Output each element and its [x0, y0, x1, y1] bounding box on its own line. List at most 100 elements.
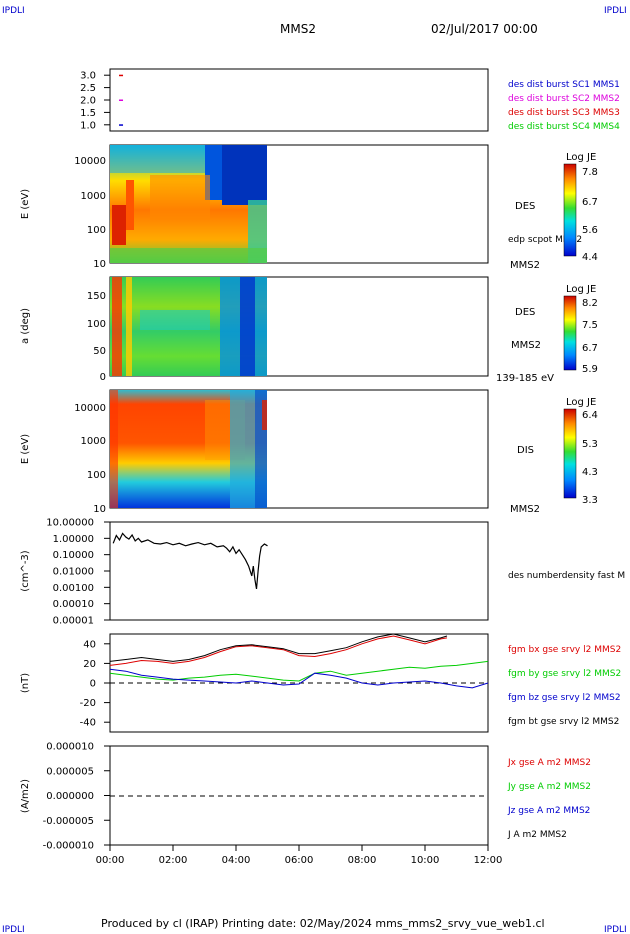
series-line — [112, 532, 268, 590]
colorbar-tick: 5.9 — [582, 364, 598, 375]
y-tick-label: 1.5 — [80, 108, 96, 119]
y-axis-label: (nT) — [20, 673, 31, 693]
y-tick-label: 0.000000 — [46, 791, 94, 802]
legend-entry: Jy gse A m2 MMS2 — [507, 782, 591, 792]
y-tick-label: 10.00000 — [46, 518, 94, 529]
colorbar: Log JE 8.2 7.5 6.7 5.9 — [563, 284, 598, 375]
y-tick-label: 100 — [87, 319, 106, 330]
legend: des dist burst SC1 MMS1 des dist burst SC… — [508, 80, 620, 132]
instrument-label: DES — [515, 307, 535, 318]
legend-entry: des numberdensity fast M — [508, 571, 625, 581]
corner-label-top-right: IPDLI — [604, 6, 627, 16]
y-tick-label: 0.10000 — [53, 550, 94, 561]
y-tick-label: 10 — [93, 259, 106, 270]
x-tick-label: 10:00 — [411, 855, 440, 866]
colorbar-title: Log JE — [566, 397, 596, 408]
legend-entry: Jx gse A m2 MMS2 — [507, 758, 591, 768]
y-tick-label: -0.000010 — [43, 841, 94, 852]
series-lines — [109, 633, 489, 689]
y-tick-label: 2.5 — [80, 83, 96, 94]
panel-dis-energy: 10000 1000 100 10 E (eV) DIS MMS2 Log JE… — [20, 389, 598, 515]
y-tick-label: 100 — [87, 225, 106, 236]
spacecraft-label: MMS2 — [510, 504, 540, 515]
legend-entry: Jz gse A m2 MMS2 — [507, 806, 590, 816]
panel-current: 0.000010 0.000005 0.000000 -0.000005 -0.0000… — [20, 742, 591, 867]
colorbar-tick: 4.4 — [582, 252, 598, 263]
legend-entry: des dist burst SC4 MMS4 — [508, 122, 620, 132]
panel-des-energy: 10000 1000 100 10 E (eV) DES edp scpot M… — [20, 144, 598, 271]
y-tick-label: 150 — [87, 291, 106, 302]
colorbar-title: Log JE — [566, 284, 596, 295]
y-tick-label: 10000 — [74, 403, 106, 414]
x-tick-label: 02:00 — [159, 855, 188, 866]
corner-label-bottom-left: IPDLI — [2, 925, 25, 934]
y-tick-label: 10 — [93, 504, 106, 515]
energy-range-label: 139-185 eV — [496, 373, 554, 384]
x-tick-label: 08:00 — [348, 855, 377, 866]
y-tick-label: 0.00100 — [53, 583, 94, 594]
series-line — [109, 660, 489, 682]
x-tick-label: 04:00 — [222, 855, 251, 866]
legend-entry: fgm by gse srvy l2 MMS2 — [508, 669, 621, 679]
y-tick-label: -0.000005 — [43, 816, 94, 827]
legend-entry: fgm bt gse srvy l2 MMS2 — [508, 717, 619, 727]
y-axis-label: (cm^-3) — [20, 550, 31, 591]
y-tick-label: 0.000005 — [46, 766, 94, 777]
x-ticks: 00:00 02:00 04:00 06:00 08:00 10:00 12:00 — [96, 845, 503, 866]
legend: fgm bx gse srvy l2 MMS2 fgm by gse srvy l… — [508, 645, 621, 727]
instrument-label: DES — [515, 201, 535, 212]
panel-spacecraft: 3.02.5 2.01.51.0 des dist burst SC1 MMS1d… — [80, 68, 620, 132]
y-tick-label: 10000 — [74, 156, 106, 167]
sublabel: edp scpot MMS2 — [508, 235, 582, 245]
legend-entry: fgm bx gse srvy l2 MMS2 — [508, 645, 621, 655]
plot-date: 02/Jul/2017 00:00 — [431, 22, 538, 36]
y-tick-label: 1000 — [81, 191, 106, 202]
legend-entry: des dist burst SC3 MMS3 — [508, 108, 620, 118]
x-tick-label: 12:00 — [474, 855, 503, 866]
colorbar-title: Log JE — [566, 152, 596, 163]
y-tick-label: 1000 — [81, 436, 106, 447]
series-line — [109, 635, 448, 666]
colorbar-tick: 6.4 — [582, 410, 598, 421]
colorbar-tick: 5.6 — [582, 225, 598, 236]
y-tick-label: 0.00010 — [53, 599, 94, 610]
plot-title: MMS2 — [280, 22, 316, 36]
y-tick-label: 3.0 — [80, 71, 96, 82]
y-axis-label: (A/m2) — [20, 779, 31, 813]
y-axis-label: a (deg) — [20, 308, 31, 344]
y-tick-label: 0.01000 — [53, 567, 94, 578]
footer-text: Produced by cl (IRAP) Printing date: 02/… — [101, 917, 545, 930]
y-tick-label: 50 — [93, 346, 106, 357]
corner-label-top-left: IPDLI — [2, 6, 25, 16]
series-line — [109, 668, 489, 689]
series-line — [109, 633, 448, 662]
corner-label-bottom-right: IPDLI — [604, 925, 627, 934]
spectrogram — [110, 277, 267, 376]
colorbar-tick: 6.7 — [582, 343, 598, 354]
y-tick-label: 1.0 — [80, 120, 96, 131]
y-ticks: 10.00000 1.00000 0.10000 0.01000 0.00100 0.00… — [46, 518, 110, 627]
y-tick-label: -40 — [80, 718, 96, 729]
series-lines — [112, 532, 268, 590]
colorbar-tick: 7.5 — [582, 320, 598, 331]
data-point — [119, 74, 124, 77]
y-ticks: 10000 1000 100 10 — [74, 403, 106, 515]
panel-frame — [109, 521, 489, 621]
y-ticks: 40 20 0 -20 -40 — [80, 639, 110, 729]
y-tick-label: 1.00000 — [53, 534, 94, 545]
y-axis-label: E (eV) — [20, 434, 31, 464]
colorbar-tick: 3.3 — [582, 495, 598, 506]
y-tick-label: 2.0 — [80, 96, 96, 107]
y-axis-label: E (eV) — [20, 189, 31, 219]
y-ticks: 150 100 50 0 — [87, 291, 106, 383]
panel-density: 10.00000 1.00000 0.10000 0.01000 0.00100 0.00… — [20, 518, 625, 627]
y-tick-label: 0.000010 — [46, 742, 94, 753]
y-tick-label: 20 — [83, 659, 96, 670]
x-tick-label: 00:00 — [96, 855, 125, 866]
y-tick-label: 0 — [90, 679, 96, 690]
y-tick-label: -20 — [80, 698, 96, 709]
legend-entry: J A m2 MMS2 — [507, 830, 567, 840]
colorbar: Log JE 6.4 5.3 4.3 3.3 — [563, 397, 598, 506]
colorbar-tick: 6.7 — [582, 197, 598, 208]
